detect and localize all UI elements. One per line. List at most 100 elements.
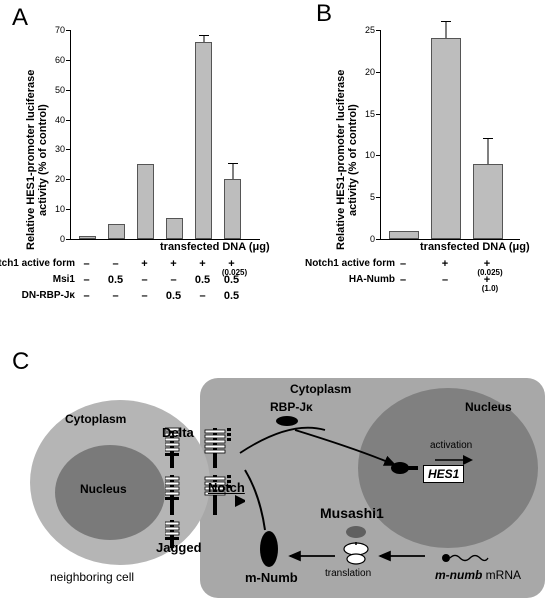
ytick bbox=[376, 72, 381, 73]
yticklabel: 10 bbox=[357, 150, 375, 160]
yticklabel: 25 bbox=[357, 25, 375, 35]
errorbar bbox=[203, 36, 204, 42]
mrna-text: mRNA bbox=[482, 568, 521, 582]
chart-a: Relative HES1-promoter luciferase activi… bbox=[30, 30, 270, 320]
chart-a-xlabel: transfected DNA (μg) bbox=[160, 241, 270, 253]
panel-a-label: A bbox=[12, 4, 28, 32]
ytick bbox=[66, 60, 71, 61]
condition-value: 0.5 bbox=[193, 274, 213, 286]
yticklabel: 10 bbox=[47, 204, 65, 214]
bar bbox=[137, 164, 154, 239]
left-cytoplasm-label: Cytoplasm bbox=[65, 412, 126, 426]
condition-value: – bbox=[77, 290, 97, 302]
condition-value: – bbox=[193, 290, 213, 302]
yticklabel: 15 bbox=[357, 109, 375, 119]
condition-value: + bbox=[435, 258, 455, 270]
ytick bbox=[376, 155, 381, 156]
mnumb-mrna-italic: m-numb bbox=[435, 568, 482, 582]
yticklabel: 50 bbox=[47, 85, 65, 95]
chart-b-area: 0510152025 bbox=[380, 30, 520, 240]
errorcap bbox=[199, 35, 209, 36]
chart-b: Relative HES1-promoter luciferase activi… bbox=[340, 30, 540, 310]
condition-value: 0.5 bbox=[222, 290, 242, 302]
jagged-label: Jagged bbox=[156, 540, 202, 555]
condition-value: – bbox=[77, 274, 97, 286]
yticklabel: 20 bbox=[357, 67, 375, 77]
condition-value: + bbox=[135, 258, 155, 270]
yticklabel: 70 bbox=[47, 25, 65, 35]
ytick bbox=[376, 197, 381, 198]
ytick bbox=[376, 30, 381, 31]
bar bbox=[108, 224, 125, 239]
chart-b-ylabel-1: Relative HES1-promoter luciferase bbox=[335, 70, 347, 250]
right-cytoplasm-label: Cytoplasm bbox=[290, 382, 351, 396]
ytick bbox=[66, 209, 71, 210]
ytick bbox=[66, 90, 71, 91]
mnumb-mrna-label: m-numb mRNA bbox=[435, 568, 521, 582]
neighboring-label: neighboring cell bbox=[50, 570, 134, 584]
yticklabel: 0 bbox=[357, 234, 375, 244]
ytick bbox=[376, 114, 381, 115]
bar bbox=[166, 218, 183, 239]
condition-value: – bbox=[393, 258, 413, 270]
chart-a-area: 010203040506070 bbox=[70, 30, 260, 240]
chart-a-ylabel: Relative HES1-promoter luciferase activi… bbox=[25, 60, 49, 260]
chart-a-ylabel-1: Relative HES1-promoter luciferase bbox=[25, 70, 37, 250]
bar bbox=[195, 42, 212, 239]
left-nucleus-label: Nucleus bbox=[80, 482, 127, 496]
hes1-gene-icon bbox=[390, 460, 420, 476]
mnumb-label: m-Numb bbox=[245, 570, 298, 585]
condition-name: HA-Numb bbox=[349, 274, 395, 285]
yticklabel: 20 bbox=[47, 174, 65, 184]
condition-value: – bbox=[106, 290, 126, 302]
ytick bbox=[376, 239, 381, 240]
hes1-genebox: HES1 bbox=[423, 465, 464, 483]
yticklabel: 0 bbox=[47, 234, 65, 244]
condition-value: 0.5 bbox=[164, 290, 184, 302]
condition-value: 0.5 bbox=[106, 274, 126, 286]
yticklabel: 60 bbox=[47, 55, 65, 65]
rbpjk-label: RBP-Jκ bbox=[270, 400, 313, 414]
ytick bbox=[66, 120, 71, 121]
panel-b-label: B bbox=[316, 0, 332, 28]
errorbar bbox=[232, 164, 233, 179]
errorbar bbox=[446, 22, 447, 39]
bar bbox=[224, 179, 241, 239]
bar bbox=[473, 164, 503, 239]
panel-c-diagram: Cytoplasm Nucleus neighboring cell bbox=[10, 370, 550, 600]
yticklabel: 5 bbox=[357, 192, 375, 202]
condition-name: Notch1 active form bbox=[305, 258, 395, 269]
errorcap bbox=[228, 163, 238, 164]
condition-value: – bbox=[106, 258, 126, 270]
errorbar bbox=[488, 139, 489, 164]
condition-value: + bbox=[164, 258, 184, 270]
delta-label: Delta bbox=[162, 425, 194, 440]
musashi-label: Musashi1 bbox=[320, 505, 384, 521]
mrna-icon bbox=[440, 550, 490, 566]
condition-value: – bbox=[77, 258, 97, 270]
condition-name: DN-RBP-Jκ bbox=[22, 290, 75, 301]
translation-label: translation bbox=[325, 568, 371, 579]
condition-extra: (1.0) bbox=[475, 284, 505, 293]
condition-name: Msi1 bbox=[53, 274, 75, 285]
ytick bbox=[66, 149, 71, 150]
condition-value: 0.5 bbox=[222, 274, 242, 286]
notch-to-mnumb-line bbox=[240, 465, 280, 540]
bar bbox=[389, 231, 419, 239]
errorcap bbox=[441, 21, 451, 22]
ytick bbox=[66, 179, 71, 180]
errorcap bbox=[483, 138, 493, 139]
condition-value: – bbox=[164, 274, 184, 286]
activation-label: activation bbox=[430, 440, 472, 451]
yticklabel: 40 bbox=[47, 115, 65, 125]
condition-value: – bbox=[135, 290, 155, 302]
condition-value: – bbox=[135, 274, 155, 286]
condition-value: – bbox=[435, 274, 455, 286]
condition-value: – bbox=[393, 274, 413, 286]
chart-b-ylabel: Relative HES1-promoter luciferase activi… bbox=[335, 60, 359, 260]
condition-value: + bbox=[193, 258, 213, 270]
chart-b-xlabel: transfected DNA (μg) bbox=[420, 241, 530, 253]
bar bbox=[79, 236, 96, 239]
condition-name: Notch1 active form bbox=[0, 258, 75, 269]
ytick bbox=[66, 239, 71, 240]
